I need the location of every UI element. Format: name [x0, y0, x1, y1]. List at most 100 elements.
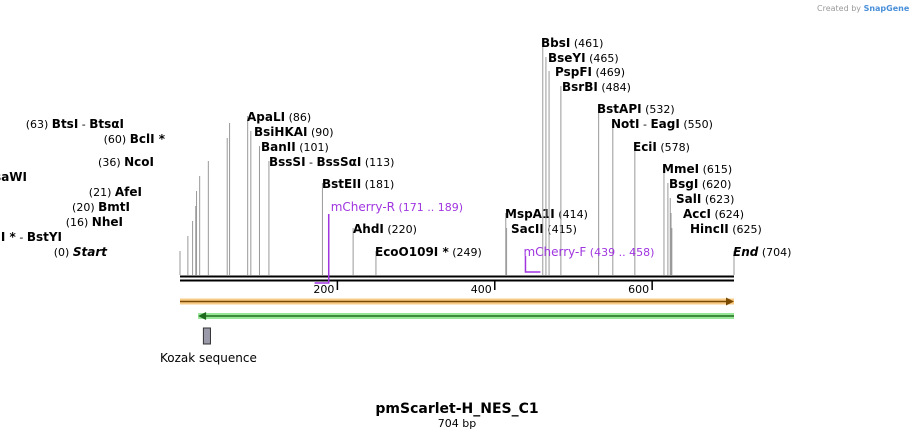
site-label: BstAPI (532)	[597, 102, 675, 116]
site-sali[interactable]: SalI (623)	[669, 192, 735, 275]
enzyme-name: BsrBI	[562, 80, 598, 94]
site-position: (220)	[387, 223, 417, 236]
dna-backbone	[180, 275, 734, 282]
enzyme-name: BsaWI	[0, 170, 27, 184]
site-position: (60)	[104, 133, 127, 146]
enzyme-name: BsgI	[669, 177, 698, 191]
site-agei[interactable]: (25) AgeI - BsrFI - BsaWI	[0, 170, 201, 275]
site-label: BstEII (181)	[322, 177, 394, 191]
site-mmei[interactable]: MmeI (615)	[662, 162, 732, 275]
site-nhei[interactable]: (16) NheI	[66, 215, 194, 275]
site-position: (532)	[645, 103, 675, 116]
site-position: (86)	[289, 111, 312, 124]
feature-orange-orf[interactable]	[180, 297, 734, 306]
enzyme-name: BtsI	[52, 117, 79, 131]
site-label: BsrBI (484)	[562, 80, 631, 94]
site-position: (90)	[311, 126, 334, 139]
site-position: (625)	[732, 223, 762, 236]
site-label: NotI - EagI (550)	[611, 117, 713, 131]
enzyme-name: End	[733, 245, 759, 259]
site-label: BsgI (620)	[669, 177, 731, 191]
site-position: (181)	[365, 178, 395, 191]
feature-label: Kozak sequence	[160, 351, 257, 365]
enzyme-name: AfeI	[115, 185, 142, 199]
site-bstapi[interactable]: BstAPI (532)	[597, 102, 675, 275]
primer-mcherry-r[interactable]: mCherry-R (171 .. 189)	[314, 200, 464, 284]
site-hincii[interactable]: HincII (625)	[671, 222, 762, 275]
enzyme-name: EagI	[650, 117, 679, 131]
enzyme-name: BseYI	[548, 51, 586, 65]
site-bsssi[interactable]: BssSI - BssSαI (113)	[268, 155, 394, 275]
site-apali[interactable]: ApaLI (86)	[247, 110, 311, 275]
enzyme-name: NheI	[92, 215, 123, 229]
site-start[interactable]: (0) Start	[54, 245, 181, 275]
feature-kozak[interactable]: Kozak sequence	[160, 327, 257, 365]
site-ncoi[interactable]: (36) NcoI	[98, 155, 209, 275]
site-position: (578)	[660, 141, 690, 154]
site-afei[interactable]: (21) AfeI	[89, 185, 198, 275]
site-noti[interactable]: NotI - EagI (550)	[611, 117, 713, 275]
site-btsi[interactable]: (63) BtsI - BtsαI	[26, 117, 231, 275]
enzyme-name: BssSI	[269, 155, 306, 169]
enzyme-name: HincII	[690, 222, 729, 236]
site-end[interactable]: End (704)	[733, 245, 791, 275]
site-position: (704)	[762, 246, 792, 259]
site-label: EcoO109I * (249)	[375, 245, 482, 259]
site-mfli[interactable]: (10) MflI * - BstYI	[0, 230, 189, 275]
site-banii[interactable]: BanII (101)	[258, 140, 329, 275]
site-eco0109i[interactable]: EcoO109I * (249)	[375, 245, 482, 275]
site-label: SacII (415)	[511, 222, 577, 236]
site-label: (10) MflI * - BstYI	[0, 230, 62, 244]
enzyme-name: BssSαI	[317, 155, 362, 169]
site-label: BanII (101)	[261, 140, 329, 154]
site-position: (623)	[705, 193, 735, 206]
site-bsrbi[interactable]: BsrBI (484)	[560, 80, 631, 275]
enzyme-name: BstEII	[322, 177, 361, 191]
site-ahdi[interactable]: AhdI (220)	[352, 222, 417, 275]
feature-green-orf[interactable]	[198, 312, 734, 320]
enzyme-name: -	[16, 231, 27, 244]
site-pspfi[interactable]: PspFI (469)	[548, 65, 625, 275]
site-label: (16) NheI	[66, 215, 123, 229]
primer-mcherry-f[interactable]: mCherry-F (439 .. 458)	[523, 245, 654, 273]
enzyme-name: AccI	[683, 207, 711, 221]
site-label: (21) AfeI	[89, 185, 142, 199]
primer-arrow	[314, 214, 330, 284]
enzyme-name: -	[640, 118, 651, 131]
site-position: (469)	[595, 66, 625, 79]
site-bbsi[interactable]: BbsI (461)	[541, 36, 603, 275]
enzyme-name: -	[306, 156, 317, 169]
site-label: (20) BmtI	[72, 200, 130, 214]
tick-label: 200	[313, 283, 334, 296]
credit-text: Created by SnapGene	[817, 4, 910, 13]
site-label: BbsI (461)	[541, 36, 603, 50]
site-bcli[interactable]: (60) BclI *	[104, 132, 228, 275]
site-bmti[interactable]: (20) BmtI	[72, 200, 197, 275]
ruler-ticks: 200 400 600	[313, 281, 653, 296]
site-acci[interactable]: AccI (624)	[670, 207, 744, 275]
enzyme-name: BstAPI	[597, 102, 642, 116]
enzyme-name: AhdI	[353, 222, 384, 236]
site-label: BsiHKAI (90)	[254, 125, 334, 139]
enzyme-name: PspFI	[555, 65, 592, 79]
site-label: MspA1I (414)	[505, 207, 588, 221]
enzyme-name: BtsαI	[89, 117, 124, 131]
enzyme-name: BsiHKAI	[254, 125, 308, 139]
site-position: (484)	[601, 81, 631, 94]
enzyme-name: SalI	[676, 192, 701, 206]
site-bsteii[interactable]: BstEII (181)	[321, 177, 394, 275]
site-bsgi[interactable]: BsgI (620)	[667, 177, 732, 275]
enzyme-name: BbsI	[541, 36, 570, 50]
enzyme-name: -	[78, 118, 89, 131]
site-bsihkai[interactable]: BsiHKAI (90)	[250, 125, 334, 275]
site-mspa1i[interactable]: MspA1I (414)	[505, 207, 588, 275]
enzyme-name: MmeI	[662, 162, 699, 176]
site-ecii[interactable]: EciI (578)	[633, 140, 690, 275]
enzyme-name: BanII	[261, 140, 296, 154]
site-label: BseYI (465)	[548, 51, 619, 65]
site-label: End (704)	[733, 245, 791, 259]
site-sacii[interactable]: SacII (415)	[506, 222, 577, 275]
enzyme-name: Start	[73, 245, 108, 259]
site-bseyi[interactable]: BseYI (465)	[545, 51, 619, 275]
